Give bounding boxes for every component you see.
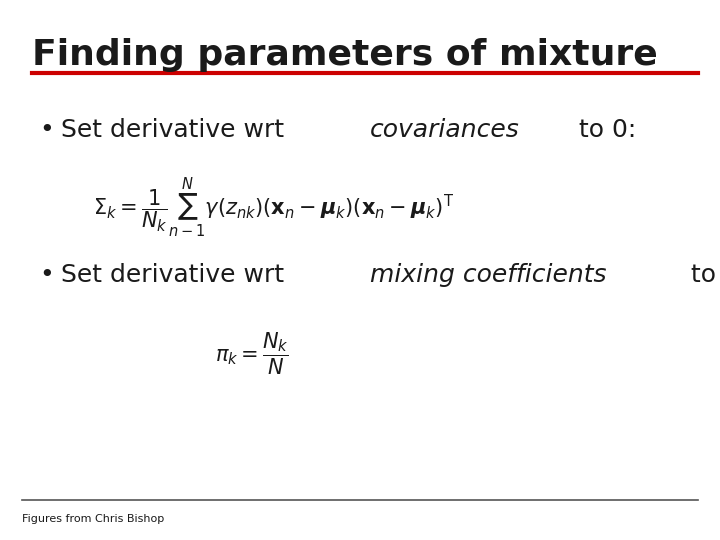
Text: Set derivative wrt: Set derivative wrt	[61, 264, 300, 287]
Text: •: •	[40, 118, 54, 141]
Text: Figures from Chris Bishop: Figures from Chris Bishop	[22, 515, 164, 524]
Text: •: •	[40, 264, 54, 287]
Text: mixing coefficients: mixing coefficients	[370, 264, 606, 287]
Text: to 0:: to 0:	[563, 118, 636, 141]
Text: $\Sigma_k = \dfrac{1}{N_k} \sum_{n-1}^{N} \gamma(z_{nk})(\mathbf{x}_n - \boldsym: $\Sigma_k = \dfrac{1}{N_k} \sum_{n-1}^{N…	[93, 177, 454, 239]
Text: $\pi_k = \dfrac{N_k}{N}$: $\pi_k = \dfrac{N_k}{N}$	[215, 330, 289, 377]
Text: to 0:: to 0:	[675, 264, 720, 287]
Text: Finding parameters of mixture: Finding parameters of mixture	[32, 38, 658, 72]
Text: Set derivative wrt: Set derivative wrt	[61, 118, 300, 141]
Text: covariances: covariances	[370, 118, 520, 141]
